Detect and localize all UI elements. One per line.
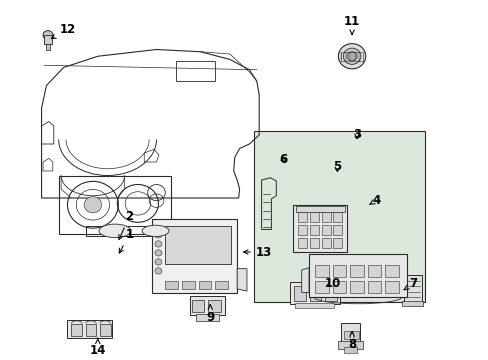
Circle shape	[43, 31, 53, 40]
Bar	[344, 331, 349, 339]
Circle shape	[343, 48, 360, 64]
Bar	[71, 324, 82, 336]
Bar	[309, 225, 318, 235]
Circle shape	[84, 197, 102, 213]
Text: 2: 2	[119, 210, 133, 239]
Bar	[367, 265, 381, 277]
Bar	[401, 301, 423, 306]
Bar	[298, 212, 306, 222]
Circle shape	[155, 268, 162, 274]
Text: 7: 7	[403, 277, 416, 290]
Bar	[349, 281, 363, 292]
Text: 8: 8	[347, 332, 355, 351]
Bar	[192, 300, 204, 312]
Text: 12: 12	[51, 23, 76, 39]
Bar	[189, 296, 224, 315]
Bar	[298, 238, 306, 248]
Polygon shape	[237, 269, 246, 291]
Ellipse shape	[99, 224, 131, 238]
Bar	[314, 265, 328, 277]
Bar	[314, 281, 328, 292]
Text: 3: 3	[352, 129, 360, 141]
Bar	[309, 286, 321, 301]
Bar	[341, 323, 359, 342]
Bar	[332, 265, 346, 277]
Text: 9: 9	[206, 305, 214, 324]
Circle shape	[155, 250, 162, 256]
Ellipse shape	[142, 225, 169, 237]
Bar	[215, 281, 227, 289]
Bar	[321, 212, 330, 222]
Bar	[403, 275, 421, 302]
Bar	[352, 331, 358, 339]
Text: 1: 1	[119, 228, 133, 253]
Bar	[333, 212, 342, 222]
Bar	[85, 324, 96, 336]
Bar	[100, 324, 110, 336]
Bar	[332, 281, 346, 292]
Bar	[295, 303, 334, 308]
Bar	[349, 265, 363, 277]
Text: 6: 6	[279, 153, 287, 166]
Circle shape	[155, 232, 162, 238]
Bar	[325, 286, 336, 301]
Bar	[67, 320, 112, 338]
Text: 13: 13	[243, 246, 272, 258]
Bar	[333, 238, 342, 248]
Bar	[338, 341, 362, 349]
Circle shape	[338, 44, 365, 69]
Text: 14: 14	[89, 338, 106, 357]
Bar	[321, 225, 330, 235]
Bar	[290, 282, 340, 304]
Bar	[151, 219, 237, 293]
Bar	[182, 281, 194, 289]
Bar	[309, 238, 318, 248]
Text: 10: 10	[324, 277, 340, 290]
Text: 4: 4	[369, 194, 380, 207]
Bar	[341, 52, 362, 61]
Circle shape	[155, 259, 162, 265]
Text: 5: 5	[333, 160, 341, 173]
Bar	[44, 35, 52, 44]
Bar	[195, 314, 219, 321]
Circle shape	[346, 52, 356, 61]
Bar	[385, 281, 398, 292]
Text: 11: 11	[343, 15, 360, 34]
Bar	[165, 226, 231, 264]
Bar	[293, 286, 305, 301]
Polygon shape	[301, 268, 308, 292]
Bar	[208, 300, 220, 312]
Bar	[308, 254, 406, 297]
Bar	[293, 205, 346, 252]
Bar	[367, 281, 381, 292]
Bar	[254, 131, 425, 302]
Bar	[198, 281, 211, 289]
Bar	[333, 225, 342, 235]
Bar	[295, 206, 344, 211]
Bar	[344, 347, 356, 353]
Bar	[309, 212, 318, 222]
Bar	[165, 281, 178, 289]
Bar	[298, 225, 306, 235]
Bar	[385, 265, 398, 277]
Bar	[176, 61, 215, 81]
Bar	[321, 238, 330, 248]
Bar	[46, 44, 50, 49]
Circle shape	[155, 241, 162, 247]
